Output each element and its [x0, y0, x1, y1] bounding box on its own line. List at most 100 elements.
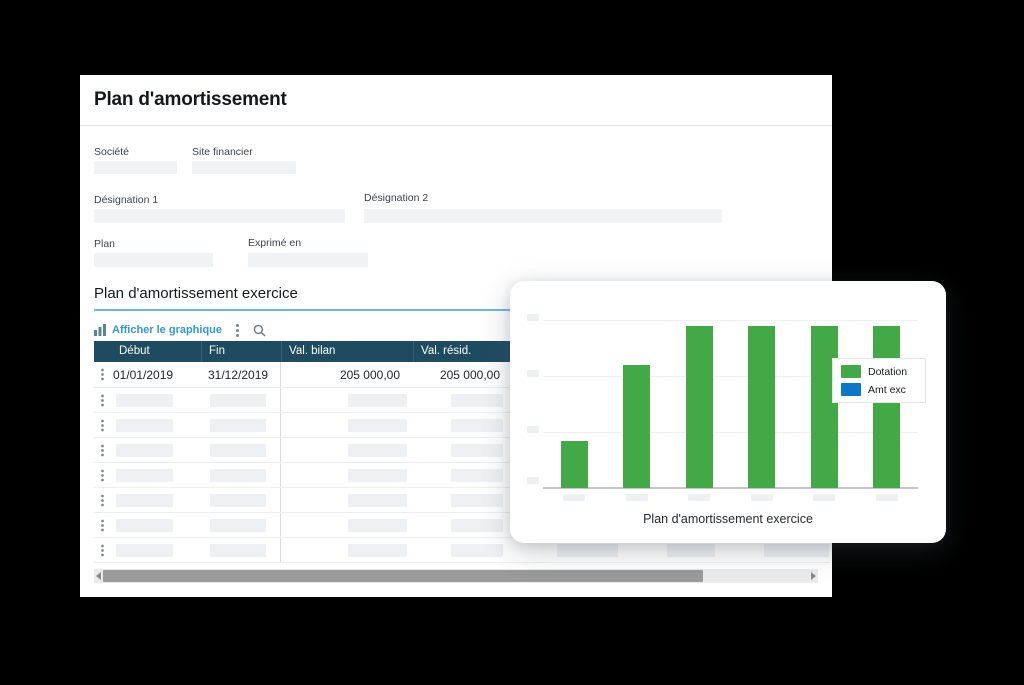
plan-label: Plan [94, 238, 116, 250]
bar-slot [543, 326, 606, 488]
cell-placeholder [201, 438, 281, 462]
cell-placeholder [110, 438, 201, 462]
plan-input[interactable] [94, 253, 213, 267]
row-kebab-icon[interactable] [100, 473, 104, 477]
scroll-left-arrow-icon[interactable] [96, 572, 101, 580]
row-handle-cell [94, 413, 110, 437]
x-axis-line [543, 487, 918, 489]
gridline [543, 432, 918, 433]
exprime-en-input[interactable] [248, 253, 368, 267]
designation1-input[interactable] [94, 209, 345, 223]
cell-placeholder [413, 388, 510, 412]
row-kebab-icon[interactable] [100, 523, 104, 527]
cell-placeholder [281, 438, 413, 462]
row-kebab-icon[interactable] [100, 448, 104, 452]
xtick-slot [731, 494, 794, 501]
cell-placeholder [110, 388, 201, 412]
dotation-bar [560, 441, 588, 488]
column-header-val-bilan[interactable]: Val. bilan [281, 341, 413, 362]
scrollbar-thumb[interactable] [103, 570, 703, 582]
cell-val-resid: 205 000,00 [439, 367, 500, 382]
cell-placeholder [281, 488, 413, 512]
page-title: Plan d'amortissement [94, 89, 287, 110]
scroll-right-arrow-icon[interactable] [811, 572, 816, 580]
ytick-placeholder [527, 426, 539, 433]
show-chart-button[interactable]: Afficher le graphique [94, 324, 222, 336]
table-row-placeholder[interactable] [94, 538, 830, 563]
cell-debut: 01/01/2019 [113, 367, 174, 382]
bar-slot [793, 326, 856, 488]
xtick-slot [668, 494, 731, 501]
chart-caption: Plan d'amortissement exercice [643, 512, 813, 526]
xtick-slot [793, 494, 856, 501]
site-financier-label: Site financier [192, 146, 253, 158]
column-header-val-resid[interactable]: Val. résid. [413, 341, 510, 362]
row-kebab-icon[interactable] [100, 498, 104, 502]
cell-placeholder [110, 463, 201, 487]
row-handle-cell [94, 362, 110, 387]
chart-card: Dotation Amt exc Plan d'amortissement ex… [510, 281, 946, 543]
cell-placeholder [201, 388, 281, 412]
row-kebab-icon[interactable] [100, 398, 104, 402]
table-toolbar: Afficher le graphique [94, 321, 266, 339]
bar-slot [731, 326, 794, 488]
cell-placeholder [110, 513, 201, 537]
exprime-en-label: Exprimé en [248, 237, 302, 249]
legend-item-amtexc: Amt exc [841, 383, 917, 396]
cell-placeholder [510, 538, 630, 562]
cell-placeholder [201, 463, 281, 487]
row-handle-cell [94, 488, 110, 512]
ytick-placeholder [527, 314, 539, 321]
designation2-input[interactable] [364, 209, 722, 223]
row-handle-cell [94, 538, 110, 562]
xtick-placeholder [813, 494, 836, 501]
cell-placeholder [413, 538, 510, 562]
legend-item-dotation: Dotation [841, 365, 917, 378]
cell-placeholder [110, 488, 201, 512]
cell-placeholder [281, 413, 413, 437]
bar-slot [606, 326, 669, 488]
bar-slot [668, 326, 731, 488]
cell-fin: 31/12/2019 [201, 362, 281, 387]
cell-placeholder [201, 413, 281, 437]
cell-val-bilan: 205 000,00 [339, 367, 400, 382]
cell-placeholder [281, 538, 413, 562]
societe-input[interactable] [94, 161, 177, 174]
chart-legend: Dotation Amt exc [832, 358, 926, 403]
ytick-placeholder [527, 477, 539, 484]
cell-placeholder [281, 388, 413, 412]
legend-swatch-dotation [841, 365, 861, 378]
row-kebab-icon[interactable] [100, 423, 104, 427]
search-icon[interactable] [253, 324, 266, 337]
designation2-label: Désignation 2 [364, 192, 429, 204]
legend-label-amtexc: Amt exc [868, 383, 906, 396]
gridline [543, 320, 918, 321]
xtick-slot [543, 494, 606, 501]
site-financier-input[interactable] [192, 161, 296, 174]
table-row[interactable]: 01/01/2019 31/12/2019 205 000,00 205 000… [94, 362, 830, 388]
dotation-bar [810, 326, 838, 488]
cell-placeholder [281, 463, 413, 487]
column-header-debut[interactable]: Début [119, 345, 150, 357]
table-menu-kebab-icon[interactable] [236, 328, 240, 332]
cell-placeholder [281, 513, 413, 537]
xtick-slot [856, 494, 919, 501]
row-handle-cell [94, 513, 110, 537]
cell-placeholder [110, 413, 201, 437]
cell-placeholder [727, 538, 830, 562]
row-kebab-icon[interactable] [100, 373, 104, 376]
horizontal-scrollbar[interactable] [94, 569, 818, 583]
xaxis-ticks [543, 494, 918, 501]
title-bar: Plan d'amortissement [80, 75, 832, 126]
cell-placeholder [201, 488, 281, 512]
legend-swatch-amtexc [841, 383, 861, 396]
column-header-fin[interactable]: Fin [201, 341, 281, 362]
ytick-placeholder [527, 370, 539, 377]
xtick-placeholder [563, 494, 586, 501]
xtick-placeholder [688, 494, 711, 501]
cell-placeholder [413, 463, 510, 487]
cell-placeholder [110, 538, 201, 562]
cell-placeholder [413, 438, 510, 462]
row-kebab-icon[interactable] [100, 548, 104, 552]
